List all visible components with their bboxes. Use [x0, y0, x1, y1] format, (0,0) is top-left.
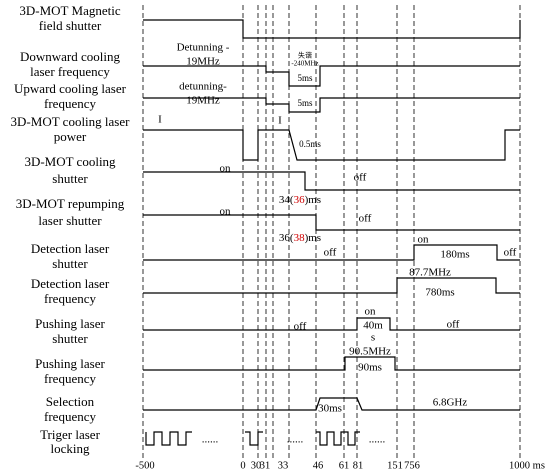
- annotation: 36(38)ms: [279, 232, 321, 244]
- time-tick: -500: [135, 460, 154, 471]
- row-label: Downward cooling: [20, 49, 121, 64]
- row-label: Upward cooling laser: [14, 81, 127, 96]
- annotation: on: [220, 163, 232, 175]
- row-label: frequency: [44, 291, 96, 306]
- row-label: frequency: [44, 96, 96, 111]
- row-label: laser frequency: [30, 64, 110, 79]
- signals: [143, 19, 521, 446]
- note-part: 38: [294, 232, 306, 244]
- annotation: 0.5ms: [299, 139, 321, 149]
- annotation: off: [324, 247, 337, 259]
- row-label: laser shutter: [38, 213, 102, 228]
- time-tick: 31: [260, 460, 271, 471]
- annotation: 5ms: [297, 98, 313, 108]
- row-label: 3D-MOT cooling laser: [11, 114, 131, 129]
- time-tick: 33: [278, 460, 289, 471]
- row-label: 3D-MOT Magnetic: [19, 3, 120, 18]
- annotation: 40m: [363, 320, 383, 332]
- annotation: ......: [287, 434, 304, 446]
- annotation: I: [158, 114, 162, 126]
- row-label: 3D-MOT cooling: [24, 154, 116, 169]
- annotation: 失谐: [298, 51, 312, 60]
- annotation: off: [504, 247, 517, 259]
- annotation: on: [220, 206, 232, 218]
- annotation: detunning-: [179, 81, 227, 93]
- row-label: shutter: [52, 171, 88, 186]
- annotation: 180ms: [440, 249, 469, 261]
- time-tick: 61: [339, 460, 350, 471]
- annotation: 6.8GHz: [433, 397, 468, 409]
- annotation: on: [418, 234, 430, 246]
- annotation: off: [354, 172, 367, 184]
- row-label: power: [54, 129, 87, 144]
- annotation: Detunning -: [177, 42, 230, 54]
- time-tick: 756: [404, 460, 420, 471]
- note-part: 34(: [279, 194, 294, 206]
- annotation: ......: [202, 434, 219, 446]
- annotation: 19MHz: [186, 56, 220, 68]
- note-part: )ms: [305, 194, 322, 206]
- annotation: 30ms: [318, 403, 342, 415]
- annotation: 5ms: [297, 73, 313, 83]
- annotation: off: [447, 319, 460, 331]
- row-label: Triger laser: [40, 427, 100, 442]
- annotation: 19MHz: [186, 95, 220, 107]
- row-label: field shutter: [39, 18, 102, 33]
- annotation: ......: [369, 434, 386, 446]
- row-label: Selection: [46, 394, 95, 409]
- row-label: frequency: [44, 409, 96, 424]
- annotation: s: [371, 332, 375, 344]
- time-tick: 0: [240, 460, 245, 471]
- row-label: Pushing laser: [35, 316, 105, 331]
- note-part: )ms: [305, 232, 322, 244]
- time-tick: 30: [251, 460, 262, 471]
- time-tick: 1000 ms: [509, 460, 545, 471]
- time-tick: 81: [353, 460, 364, 471]
- annotation: off: [359, 213, 372, 225]
- time-tick: 46: [313, 460, 324, 471]
- annotation: 87.7MHz: [409, 267, 451, 279]
- annotation: 90.5MHz: [349, 346, 391, 358]
- row-label: shutter: [52, 256, 88, 271]
- note-part: 36: [294, 194, 306, 206]
- row-label: shutter: [52, 331, 88, 346]
- annotation: -240MHz: [291, 60, 318, 68]
- time-tick: 151: [387, 460, 403, 471]
- annotation: 780ms: [425, 287, 454, 299]
- row-label: Pushing laser: [35, 356, 105, 371]
- annotation: 34(36)ms: [279, 194, 321, 206]
- row-label: 3D-MOT repumping: [16, 196, 125, 211]
- annotation: off: [294, 321, 307, 333]
- annotation: I: [278, 115, 282, 127]
- row-label: Detection laser: [31, 276, 110, 291]
- row-label: frequency: [44, 371, 96, 386]
- row-label: Detection laser: [31, 241, 110, 256]
- note-part: 36(: [279, 232, 294, 244]
- annotation: 90ms: [358, 362, 382, 374]
- dashed-guides: [142, 5, 521, 458]
- annotation: on: [365, 306, 377, 318]
- row-label: locking: [51, 441, 90, 456]
